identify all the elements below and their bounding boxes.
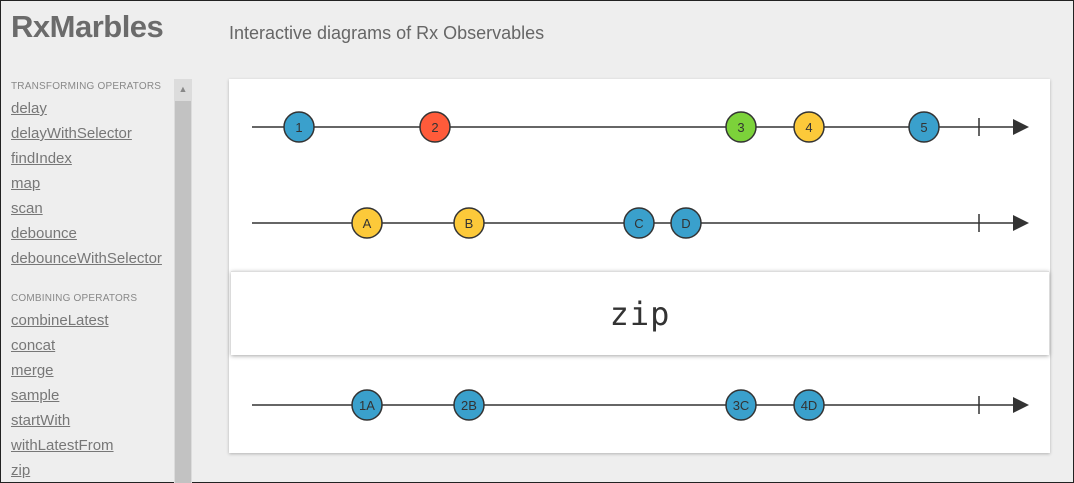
marble: 3C xyxy=(725,389,757,421)
marble-label: 5 xyxy=(920,120,927,135)
marble-circle xyxy=(453,389,485,421)
scroll-thumb[interactable] xyxy=(175,101,191,483)
menu-link-scan[interactable]: scan xyxy=(11,200,43,217)
sidebar: TRANSFORMING OPERATORS delay delayWithSe… xyxy=(11,79,191,483)
menu-link-map[interactable]: map xyxy=(11,175,41,192)
timeline-arrow-icon xyxy=(1013,215,1029,231)
marble-circle xyxy=(283,111,315,143)
marble-circle xyxy=(725,111,757,143)
marble[interactable]: 5 xyxy=(908,111,940,143)
marble[interactable]: 1 xyxy=(283,111,315,143)
marble-label: 2 xyxy=(431,120,438,135)
tagline: Interactive diagrams of Rx Observables xyxy=(229,23,545,43)
menu-link-withlatestfrom[interactable]: withLatestFrom xyxy=(11,437,114,454)
marble-label: B xyxy=(465,216,474,231)
section-title-combining: COMBINING OPERATORS xyxy=(11,293,138,304)
marble[interactable]: C xyxy=(623,207,655,239)
marble-circle xyxy=(793,389,825,421)
menu-link-debouncewithselector[interactable]: debounceWithSelector xyxy=(11,250,162,267)
marble-label: 4D xyxy=(801,398,818,413)
menu-link-findindex[interactable]: findIndex xyxy=(11,150,72,167)
marble-label: 1A xyxy=(359,398,375,413)
marble-circle xyxy=(453,207,485,239)
marble-label: 3C xyxy=(733,398,750,413)
menu-link-concat[interactable]: concat xyxy=(11,337,56,354)
marble-circle xyxy=(351,207,383,239)
marble-label: D xyxy=(681,216,690,231)
menu-link-delaywithselector[interactable]: delayWithSelector xyxy=(11,125,132,142)
marble[interactable]: 2 xyxy=(419,111,451,143)
marble[interactable]: D xyxy=(670,207,702,239)
marble-circle xyxy=(670,207,702,239)
marble-circle xyxy=(419,111,451,143)
marble: 2B xyxy=(453,389,485,421)
logo[interactable]: RxMarbles xyxy=(11,9,164,44)
sidebar-scrollbar[interactable]: ▲ xyxy=(174,79,192,483)
marble[interactable]: A xyxy=(351,207,383,239)
menu-link-zip[interactable]: zip xyxy=(11,462,31,479)
menu-link-merge[interactable]: merge xyxy=(11,362,54,379)
output-timeline: 1A 2B 3C 4D xyxy=(252,389,1029,421)
marble-circle xyxy=(908,111,940,143)
marble-circle xyxy=(351,389,383,421)
marble: 1A xyxy=(351,389,383,421)
timeline-arrow-icon xyxy=(1013,397,1029,413)
marble-circle xyxy=(793,111,825,143)
input-timeline-2: A B C D xyxy=(252,207,1029,239)
marble[interactable]: 4 xyxy=(793,111,825,143)
marble[interactable]: 3 xyxy=(725,111,757,143)
marble-label: 1 xyxy=(295,120,302,135)
timeline-arrow-icon xyxy=(1013,119,1029,135)
operator-box: zip xyxy=(231,271,1049,355)
marble[interactable]: B xyxy=(453,207,485,239)
scroll-up-arrow-icon[interactable]: ▲ xyxy=(178,84,188,94)
menu-link-delay[interactable]: delay xyxy=(11,100,47,117)
marble-circle xyxy=(623,207,655,239)
marble-label: 2B xyxy=(461,398,477,413)
marble-label: 4 xyxy=(805,120,812,135)
marble-label: A xyxy=(363,216,372,231)
operator-label: zip xyxy=(609,294,671,333)
marble-label: 3 xyxy=(737,120,744,135)
marble-label: C xyxy=(634,216,643,231)
input-timeline-1: 1 2 3 4 5 xyxy=(252,111,1029,143)
menu-link-debounce[interactable]: debounce xyxy=(11,225,77,242)
menu-link-sample[interactable]: sample xyxy=(11,387,60,404)
marble: 4D xyxy=(793,389,825,421)
section-title-transforming: TRANSFORMING OPERATORS xyxy=(11,81,162,92)
menu-link-startwith[interactable]: startWith xyxy=(11,412,71,429)
marble-circle xyxy=(725,389,757,421)
menu-link-combinelatest[interactable]: combineLatest xyxy=(11,312,109,329)
